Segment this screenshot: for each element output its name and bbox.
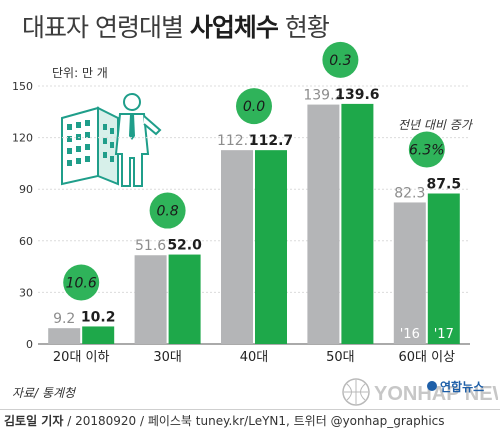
data-label-curr: 139.6 [335,87,379,103]
unit-label: 단위: 만 개 [52,66,108,80]
footer: 김토일 기자 / 20180920 / 페이스북 tuney.kr/LeYN1,… [0,409,500,431]
data-label-curr: 87.5 [427,177,462,193]
y-tick-label: 0 [26,338,33,351]
chart-title: 대표자 연령대별 사업체수 현황 [22,8,330,44]
change-bubble [322,41,359,78]
x-tick-label: 50대 [326,350,355,365]
change-label: 0.0 [243,99,265,115]
title-suffix: 현황 [277,13,330,42]
bar-prev [134,255,167,344]
logo-watermark: YONHAP NEWS [374,383,498,405]
source-label: 자료/ 통계청 [12,386,76,400]
change-bubble [149,192,186,229]
change-label: 0.8 [156,204,178,220]
y-tick-label: 90 [19,183,33,196]
title-bold: 사업체수 [189,13,279,42]
change-bubble [63,264,100,301]
y-tick-label: 150 [12,80,33,93]
data-label-curr: 10.2 [81,309,116,325]
y-tick-label: 60 [19,235,33,248]
bar-prev [393,202,426,344]
change-label: 전년 대비 증가 [398,118,472,132]
bar-prev [307,104,340,345]
businessman-building-illustration [61,93,162,187]
legend-curr-label: '17 [434,327,454,342]
footer-author: 김토일 기자 [4,414,64,428]
bar-curr [255,150,287,344]
change-label: 0.3 [329,53,351,69]
data-label-prev: 112.7 [217,133,257,149]
data-label-prev: 139.2 [303,88,343,104]
bar-curr [82,326,115,344]
footer-credits: / 20180920 / 페이스북 tuney.kr/LeYN1, 트위터 @y… [63,414,445,428]
legend-prev-label: '16 [400,327,420,342]
data-label-curr: 112.7 [249,133,293,149]
data-label-prev: 82.3 [394,185,425,201]
change-label: 6.3% [409,143,445,159]
value-labels: 0 30 60 90 120 150 9.2 10.2 20대 이하 10.6 51.6 52.0 30… [12,53,461,365]
bar-prev [221,150,253,344]
x-tick-label: 20대 이하 [53,350,110,365]
change-bubble [236,88,272,125]
x-tick-label: 40대 [240,350,269,365]
bar-curr [341,103,374,344]
y-tick-label: 120 [12,132,33,145]
change-bubble [408,131,445,168]
bars [48,41,460,345]
data-label-prev: 9.2 [53,311,75,327]
x-tick-label: 30대 [153,350,182,365]
logo-mark-icon [427,381,437,391]
logo-agency: 연합뉴스 [440,379,484,394]
bar-curr [168,254,201,344]
bar-prev [48,328,81,344]
yonhap-logo: YONHAP NEWS 연합뉴스 [342,378,498,406]
title-prefix: 대표자 연령대별 [22,13,190,42]
data-label-prev: 51.6 [135,238,166,254]
x-tick-label: 60대 이상 [399,350,456,365]
y-tick-label: 30 [19,286,33,299]
globe-icon [342,378,370,406]
bar-curr [427,193,460,344]
data-label-curr: 52.0 [167,238,202,254]
change-label: 10.6 [66,275,97,291]
